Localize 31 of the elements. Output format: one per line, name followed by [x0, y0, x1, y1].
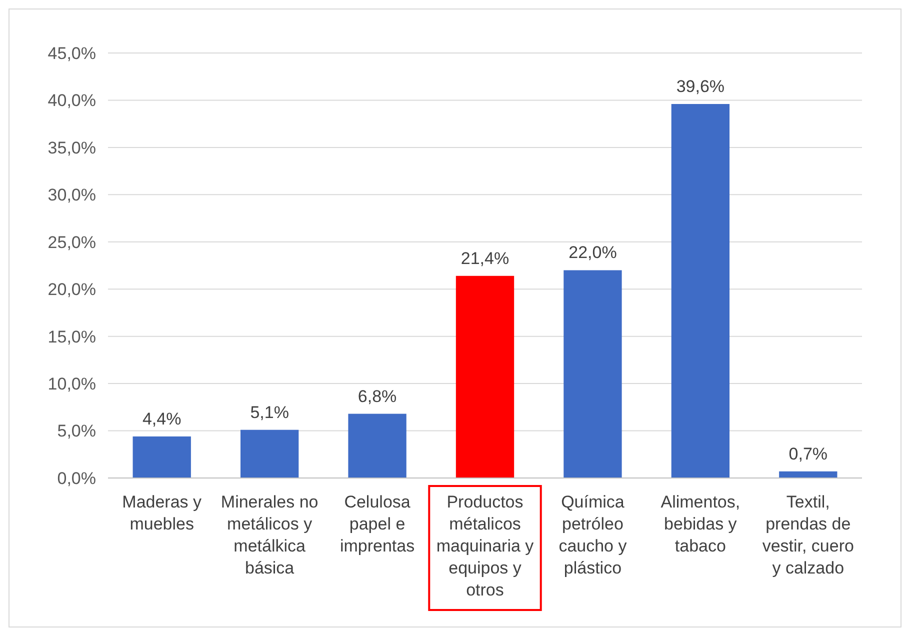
data-label: 4,4%	[142, 409, 182, 428]
x-tick-label: Química petróleo caucho y plástico	[558, 492, 628, 578]
y-tick-label: 10,0%	[48, 374, 96, 394]
y-tick-label: 0,0%	[57, 468, 96, 488]
y-tick-label: 30,0%	[48, 186, 96, 205]
data-label: 39,6%	[676, 77, 725, 96]
bar	[348, 414, 406, 478]
data-label: 5,1%	[250, 402, 289, 422]
x-tick-label: Minerales no metálicos y metálkica básica	[220, 492, 318, 578]
data-label: 21,4%	[460, 248, 510, 268]
x-tick-label: Maderas y muebles	[122, 492, 202, 534]
bar	[564, 270, 622, 478]
bar	[671, 104, 730, 478]
y-tick-label: 15,0%	[48, 327, 96, 346]
y-tick-label: 40,0%	[48, 91, 96, 110]
x-tick-label: Productos métalicos maquinaria y equipos y otros	[436, 492, 534, 600]
y-tick-label: 5,0%	[57, 422, 96, 441]
bar	[240, 430, 299, 478]
y-tick-label: 20,0%	[48, 280, 96, 300]
data-label: 6,8%	[358, 386, 397, 406]
x-tick-label: Celulosa papel e imprentas	[340, 492, 415, 556]
y-tick-label: 25,0%	[48, 232, 96, 252]
bar	[132, 436, 191, 478]
x-tick-label: Alimentos, bebidas y tabaco	[660, 492, 740, 556]
data-label: 22,0%	[568, 243, 617, 262]
bar	[456, 276, 514, 478]
y-tick-label: 35,0%	[48, 138, 96, 158]
x-tick-label: Textil, prendas de vestir, cuero y calzado	[762, 492, 854, 578]
y-tick-label: 45,0%	[48, 44, 96, 63]
bar	[779, 471, 838, 478]
data-label: 0,7%	[788, 444, 828, 464]
